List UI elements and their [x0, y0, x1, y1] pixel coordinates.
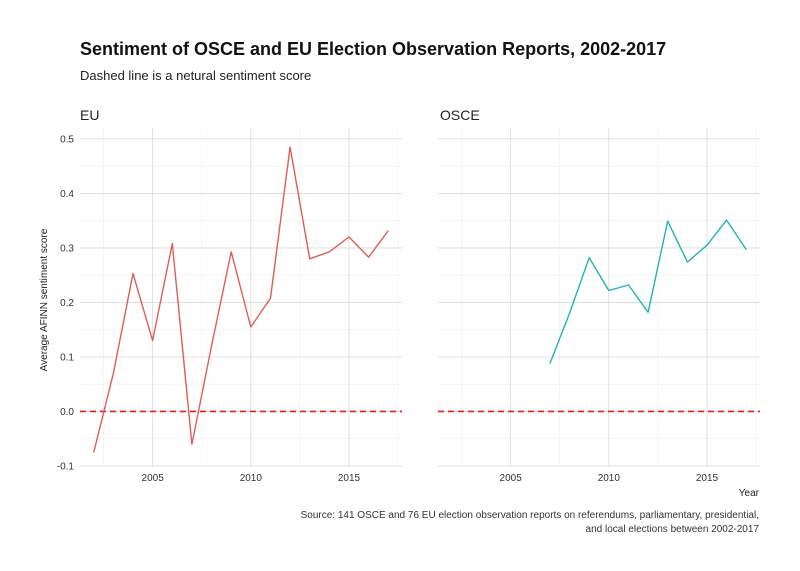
- x-tick-label: 2015: [696, 473, 719, 484]
- x-tick-label: 2005: [142, 473, 165, 484]
- x-axis-ticks: 2005 2010 2015 2005 2010 2015: [142, 473, 719, 484]
- data-point-eu: [308, 257, 312, 261]
- y-tick-label: 0.2: [60, 298, 74, 309]
- data-point-eu: [367, 255, 371, 259]
- panel-eu: [80, 128, 402, 467]
- data-point-osce: [685, 260, 689, 264]
- data-point-eu: [151, 339, 155, 343]
- y-tick-label: 0.1: [60, 352, 74, 363]
- data-point-eu: [92, 450, 96, 454]
- panel-osce: [438, 128, 760, 467]
- data-point-osce: [705, 243, 709, 247]
- y-axis-ticks: -0.1 0.0 0.1 0.2 0.3 0.4 0.5: [57, 134, 75, 472]
- x-tick-label: 2010: [240, 473, 263, 484]
- y-tick-label: 0.4: [60, 189, 74, 200]
- y-tick-label: -0.1: [57, 462, 75, 473]
- data-point-osce: [587, 256, 591, 260]
- data-point-eu: [190, 442, 194, 446]
- y-tick-label: 0.5: [60, 134, 74, 145]
- facet-label-eu: EU: [80, 107, 99, 123]
- data-point-osce: [666, 219, 670, 223]
- data-point-osce: [744, 248, 748, 252]
- series-line-eu: [93, 146, 389, 453]
- data-point-eu: [249, 325, 253, 329]
- data-point-osce: [607, 288, 611, 292]
- data-point-eu: [347, 235, 351, 239]
- data-point-eu: [111, 371, 115, 375]
- caption-line-1: Source: 141 OSCE and 76 EU election obse…: [301, 510, 759, 521]
- data-point-eu: [210, 344, 214, 348]
- data-point-osce: [568, 311, 572, 315]
- data-point-eu: [386, 228, 390, 232]
- data-point-eu: [131, 272, 135, 276]
- chart-title: Sentiment of OSCE and EU Election Observ…: [80, 39, 666, 59]
- x-tick-label: 2005: [500, 473, 523, 484]
- data-point-eu: [170, 242, 174, 246]
- caption-line-2: and local elections between 2002-2017: [586, 524, 760, 535]
- x-tick-label: 2015: [338, 473, 361, 484]
- data-point-osce: [646, 310, 650, 314]
- data-point-eu: [229, 250, 233, 254]
- data-point-eu: [327, 250, 331, 254]
- x-axis-title: Year: [739, 488, 760, 499]
- data-point-eu: [268, 296, 272, 300]
- y-tick-label: 0.3: [60, 243, 74, 254]
- x-tick-label: 2010: [598, 473, 621, 484]
- y-tick-label: 0.0: [60, 407, 74, 418]
- y-axis-title: Average AFINN sentiment score: [39, 228, 50, 371]
- facet-label-osce: OSCE: [440, 107, 480, 123]
- data-point-eu: [288, 145, 292, 149]
- chart-subtitle: Dashed line is a netural sentiment score: [80, 68, 311, 83]
- series-line-osce: [549, 219, 747, 364]
- data-point-osce: [626, 283, 630, 287]
- data-point-osce: [725, 218, 729, 222]
- data-point-osce: [548, 362, 552, 366]
